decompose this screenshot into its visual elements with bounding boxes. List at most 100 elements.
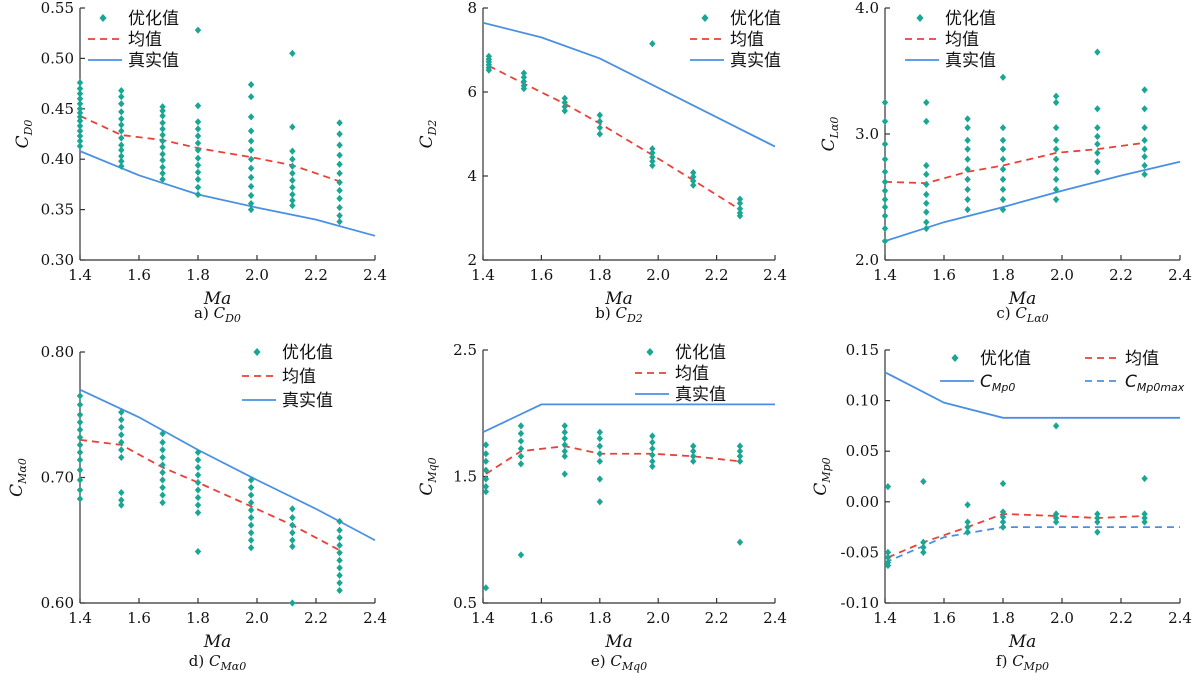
caption-symbol: C [615,304,627,322]
legend-label-true: 真实值 [128,51,179,71]
x-tick-label: 1.8 [588,266,612,284]
y-tick-label: 6 [467,83,477,101]
optimized-point [520,73,528,81]
optimized-point [1141,510,1148,518]
optimized-point [649,40,656,48]
optimized-point [561,107,568,115]
optimized-point [649,445,656,453]
y-tick-label: 0.50 [41,49,74,67]
legend-marker-optimized [916,14,924,22]
y-axis-label-subscript: Lα0 [828,117,841,140]
caption-subscript: Mq0 [621,660,647,673]
x-axis-label: Ma [1008,289,1037,309]
optimized-point [247,93,255,101]
x-tick-label: 1.6 [127,266,151,284]
optimized-point [999,124,1007,132]
y-tick-label: 0.00 [846,493,879,511]
optimized-point [336,186,343,195]
legend-label-opt: 优化值 [980,349,1031,369]
optimized-point [247,521,255,529]
optimized-point [336,169,343,177]
legend-label-opt: 优化值 [128,9,179,29]
optimized-point [118,453,125,462]
legend-label-true: 真实值 [282,391,333,411]
x-tick-label: 1.8 [991,266,1015,284]
optimized-point [159,169,166,177]
optimized-point [649,457,656,465]
optimized-point [76,117,84,125]
true-value-line [79,388,376,542]
optimized-point [289,505,296,513]
x-tick-label: 1.6 [932,266,956,284]
optimized-point [76,486,84,494]
optimized-point [247,137,255,145]
optimized-point [247,191,255,200]
optimized-point [999,518,1007,526]
optimized-point [884,553,892,562]
legend-label-opt: 优化值 [675,343,726,363]
optimized-point [1141,105,1148,113]
optimized-point [289,162,296,170]
x-tick-label: 1.6 [529,609,553,627]
panel-caption: e) CMq0 [591,652,647,673]
optimized-point [964,528,971,536]
optimized-point [289,183,296,192]
chart-panel-1: 1.4 1.6 1.8 2.0 2.2 2.4 0.30 0.35 0.40 0.45 0.50 0.… [13,0,387,325]
optimized-point [881,117,889,125]
y-axis-label-symbol: C [7,484,27,497]
optimized-point [1052,145,1060,153]
optimized-point [923,190,930,199]
optimized-point [247,206,255,214]
optimized-point [76,122,84,130]
optimized-point [159,499,166,507]
optimized-point [596,117,603,125]
optimized-point [561,94,568,102]
optimized-point [194,146,202,154]
y-axis-label-subscript: Mp0 [820,457,833,483]
optimized-point [884,561,892,570]
optimized-point [964,523,971,531]
optimized-point [247,506,255,514]
optimized-point [1052,422,1060,430]
optimized-point [923,218,930,226]
optimized-point [118,108,125,116]
legend-marker-optimized [951,354,959,362]
optimized-point [76,132,84,140]
legend-label-true: CMp0 [980,372,1015,394]
optimized-point [999,175,1007,183]
optimized-point [194,139,202,147]
caption-subscript: D0 [224,312,241,325]
caption-prefix: f) [996,652,1012,670]
y-axis-label-symbol: C [819,138,839,151]
optimized-point [884,483,892,491]
optimized-point [289,201,296,210]
optimized-point [118,488,125,497]
optimized-point [1141,514,1148,522]
x-tick-label: 2.2 [1109,609,1133,627]
optimized-point [118,134,125,142]
optimized-point [336,564,343,572]
y-axis-label-subscript: Mq0 [426,457,439,483]
optimized-point [649,438,656,446]
x-tick-label: 1.6 [529,266,553,284]
optimized-point [1052,165,1060,173]
caption-symbol: C [214,304,226,322]
y-tick-label: 8 [467,0,477,17]
optimized-point [923,161,930,170]
optimized-point [520,77,528,86]
optimized-point [194,547,202,556]
optimized-point [194,154,202,162]
optimized-point [159,103,166,111]
optimized-point [336,119,343,127]
y-axis-label-subscript: D0 [22,120,35,137]
optimized-point [1141,136,1148,144]
optimized-point [964,206,971,214]
x-tick-label: 2.0 [646,266,670,284]
optimized-point [118,162,125,170]
y-tick-label: 4.0 [855,0,879,17]
optimized-point [1094,48,1101,56]
